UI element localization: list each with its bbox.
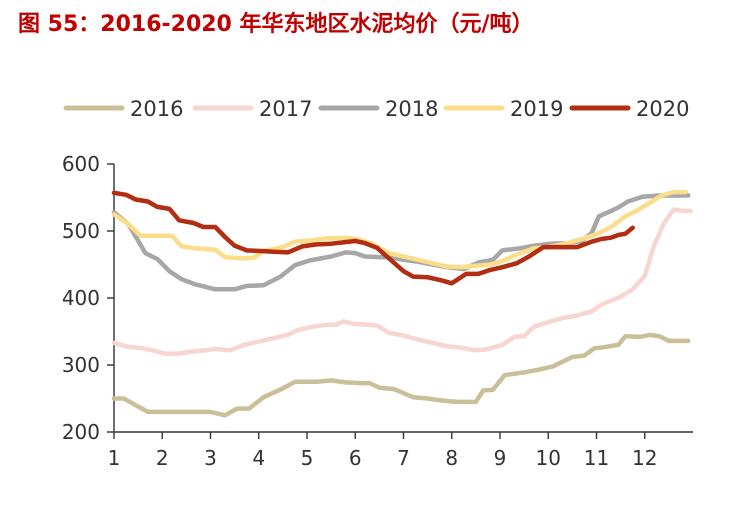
x-tick-label: 8: [445, 446, 458, 470]
legend-label-2016: 2016: [130, 97, 183, 121]
series-line-2018: [111, 193, 691, 292]
legend-label-2020: 2020: [636, 97, 689, 121]
legend-label-2019: 2019: [510, 97, 563, 121]
y-tick-label: 200: [62, 420, 100, 444]
x-tick-label: 3: [204, 446, 217, 470]
y-tick-label: 600: [62, 152, 100, 176]
series-lines: [111, 189, 693, 418]
series-line-2016: [111, 332, 691, 418]
x-tick-label: 9: [494, 446, 507, 470]
series-line-2019: [111, 189, 689, 270]
x-tick-label: 7: [397, 446, 410, 470]
y-tick-label: 400: [62, 286, 100, 310]
chart-title: 图 55：2016-2020 年华东地区水泥均价（元/吨）: [18, 12, 534, 37]
x-tick-label: 4: [252, 446, 265, 470]
x-tick-label: 10: [536, 446, 561, 470]
legend-label-2018: 2018: [385, 97, 438, 121]
y-tick-label: 500: [62, 219, 100, 243]
x-tick-label: 11: [584, 446, 609, 470]
x-tick-label: 2: [156, 446, 169, 470]
x-tick-label: 5: [301, 446, 314, 470]
y-tick-label: 300: [62, 353, 100, 377]
legend-label-2017: 2017: [259, 97, 312, 121]
x-tick-label: 12: [632, 446, 657, 470]
x-tick-label: 6: [349, 446, 362, 470]
legend: 2016 2017 2018 2019 2020: [63, 97, 689, 121]
x-tick-label: 1: [108, 446, 121, 470]
series-line-2020: [111, 190, 635, 286]
series-line-2017: [111, 207, 693, 356]
